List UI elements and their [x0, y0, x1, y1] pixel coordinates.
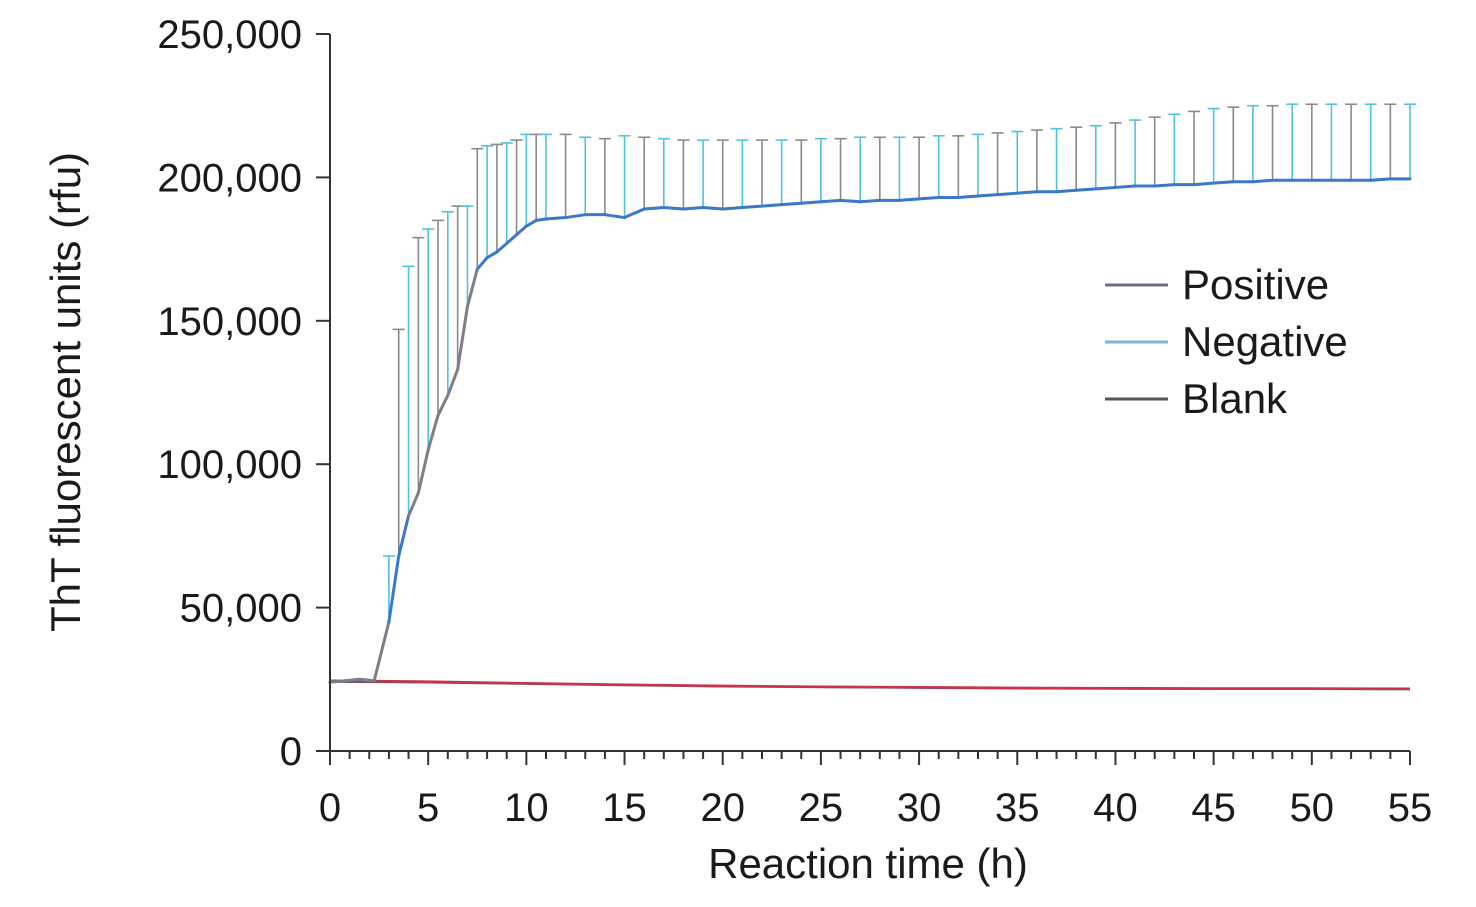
positive-series-segment [372, 620, 391, 683]
positive-series-segment [564, 213, 587, 220]
positive-series-segment [799, 200, 823, 205]
positive-series-segment [544, 216, 568, 221]
error-bars-group [382, 103, 1416, 622]
x-tick-label: 50 [1290, 786, 1335, 830]
x-tick-label: 5 [417, 786, 439, 830]
positive-series-segment [603, 213, 627, 220]
x-tick-label: 55 [1388, 786, 1433, 830]
positive-series-segment [446, 368, 460, 397]
positive-series-segment [701, 206, 725, 211]
positive-series-segment [426, 413, 440, 452]
positive-series-segment [456, 304, 469, 372]
x-tick-label: 15 [602, 786, 647, 830]
positive-series-segment [1015, 190, 1039, 195]
positive-series-segment [475, 256, 489, 271]
x-tick-label: 20 [700, 786, 745, 830]
positive-series-segment [897, 197, 921, 202]
positive-series-segment [1192, 181, 1216, 187]
y-tick-label: 0 [280, 730, 302, 774]
positive-series-segment [387, 554, 401, 624]
positive-series-segment [976, 193, 1000, 198]
legend-item-positive-label: Positive [1182, 261, 1329, 308]
y-tick-label: 250,000 [157, 13, 302, 57]
positive-series-segment [996, 191, 1019, 197]
positive-series-segment [343, 677, 361, 683]
positive-series-segment [1113, 184, 1137, 189]
series-lines-group [328, 177, 1412, 691]
positive-series-segment [485, 250, 499, 260]
positive-series-segment [1055, 188, 1078, 194]
positive-series-segment [740, 204, 764, 210]
positive-series-segment [642, 206, 666, 211]
x-tick-label: 0 [319, 786, 341, 830]
y-tick-label: 50,000 [180, 587, 302, 631]
positive-series-segment [1153, 183, 1176, 188]
legend: Positive Negative Blank [1105, 261, 1348, 422]
positive-series-segment [1074, 187, 1098, 192]
ticks-group: 0 50,000 100,000 150,000 200,000 250,000 0 5 10 1… [157, 13, 1432, 830]
x-tick-label: 35 [995, 786, 1040, 830]
positive-series-segment [760, 203, 784, 208]
positive-series-segment [1369, 177, 1392, 182]
positive-series-segment [1212, 180, 1235, 185]
x-axis-title: Reaction time (h) [708, 840, 1028, 887]
positive-series-segment [436, 393, 450, 417]
negative-series-line [329, 679, 1411, 691]
x-tick-label: 25 [799, 786, 844, 830]
positive-series-segment [721, 206, 744, 211]
positive-series-segment [357, 677, 376, 683]
positive-series-segment [780, 201, 803, 207]
positive-series-segment [681, 206, 705, 211]
positive-series-segment [662, 206, 685, 211]
x-tick-label: 40 [1093, 786, 1138, 830]
positive-series-segment [397, 514, 411, 558]
positive-series-segment [524, 218, 538, 228]
legend-item-negative-label: Negative [1182, 318, 1348, 365]
positive-series-segment [819, 198, 843, 204]
positive-series-segment [416, 448, 430, 495]
axes-group [329, 34, 1410, 752]
positive-series-segment [515, 224, 528, 237]
positive-series-segment [495, 241, 509, 254]
positive-series-segment [917, 195, 941, 201]
positive-series-segment [839, 198, 862, 204]
positive-series-segment [407, 491, 420, 518]
positive-series-segment [465, 267, 479, 308]
positive-series-segment [858, 198, 882, 204]
y-tick-label: 100,000 [157, 443, 302, 487]
positive-series-segment [1251, 178, 1275, 184]
positive-series-segment [956, 194, 980, 199]
x-tick-label: 45 [1191, 786, 1236, 830]
legend-item-blank-label: Blank [1182, 375, 1288, 422]
positive-series-segment [505, 233, 519, 245]
positive-series-segment [534, 217, 548, 222]
positive-series-segment [623, 207, 646, 220]
y-axis-title: ThT fluorescent units (rfu) [42, 152, 89, 632]
x-tick-label: 10 [504, 786, 549, 830]
y-tick-label: 200,000 [157, 156, 302, 200]
x-tick-label: 30 [897, 786, 942, 830]
positive-series-segment [328, 679, 347, 684]
y-tick-label: 150,000 [157, 300, 302, 344]
positive-series-segment [1094, 185, 1117, 191]
